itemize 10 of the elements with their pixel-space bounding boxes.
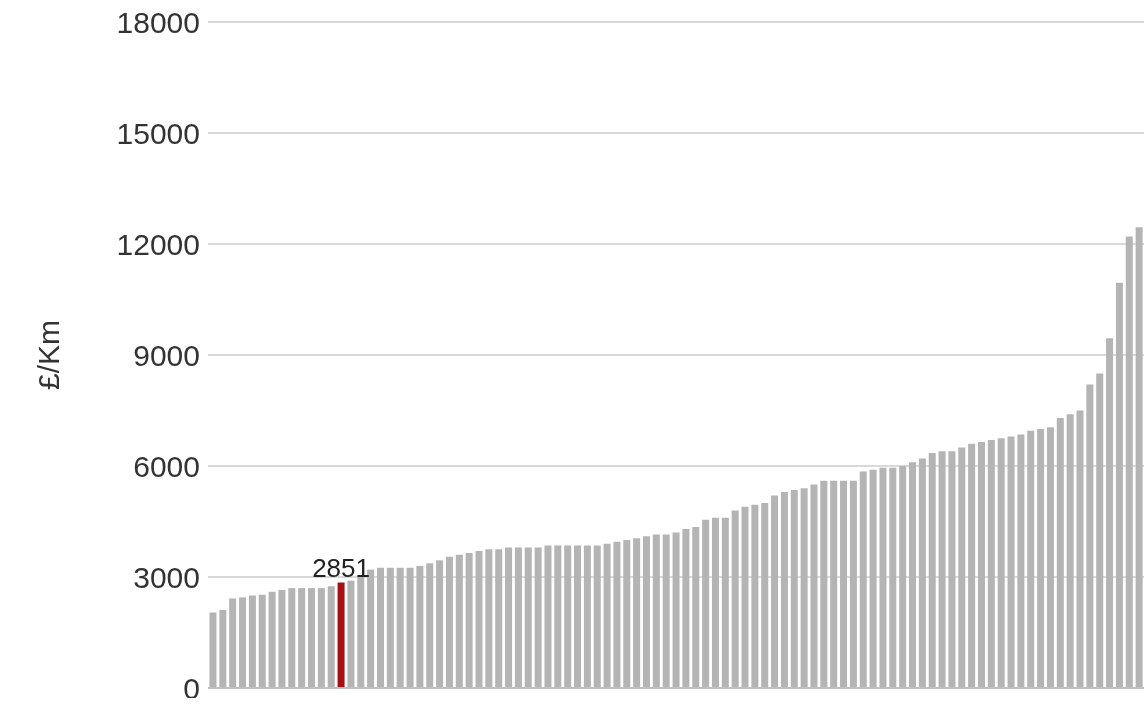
y-tick-label: 6000 [133, 449, 200, 483]
y-tick-label: 9000 [133, 338, 200, 372]
y-axis-title: £/Km [31, 319, 65, 391]
y-tick-label: 15000 [116, 116, 200, 150]
data-label: 2851 [312, 552, 370, 583]
bar [337, 582, 345, 688]
y-tick-label: 18000 [116, 5, 200, 39]
y-tick-label: 0 [183, 671, 200, 704]
y-tick-label: 12000 [116, 227, 200, 261]
y-tick-label: 3000 [133, 560, 200, 594]
